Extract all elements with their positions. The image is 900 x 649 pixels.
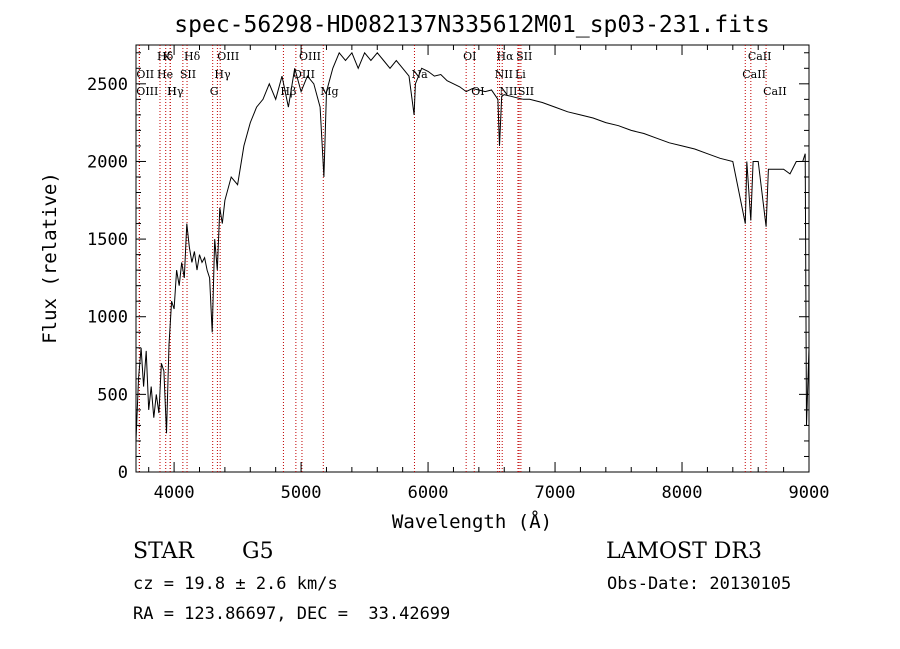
- line-label-3: He: [157, 68, 173, 81]
- object-subclass: G5: [242, 539, 274, 564]
- line-label-9: OIII: [217, 50, 239, 63]
- line-label-11: G: [210, 85, 219, 98]
- line-label-19: Hα: [497, 50, 515, 63]
- line-label-4: Hγ: [167, 85, 184, 98]
- x-tick-label-0: 4000: [154, 483, 195, 503]
- line-label-24: SII: [518, 85, 534, 98]
- line-label-14: Hβ: [280, 85, 296, 98]
- line-label-6: H: [167, 85, 177, 98]
- x-tick-label-5: 9000: [789, 483, 830, 503]
- survey-name: LAMOST DR3: [606, 539, 762, 564]
- x-tick-label-2: 6000: [408, 483, 449, 503]
- spectral-line-markers: [138, 45, 767, 472]
- line-label-21: NII: [495, 68, 513, 81]
- line-label-5: K: [163, 50, 172, 63]
- line-label-2: OIII: [136, 85, 158, 98]
- line-label-25: CaII: [748, 50, 772, 63]
- x-tick-label-3: 7000: [535, 483, 576, 503]
- axis-ticks: [136, 45, 810, 473]
- y-tick-label-3: 1500: [87, 230, 128, 250]
- y-tick-label-1: 500: [97, 385, 128, 405]
- line-label-17: OI: [463, 50, 476, 63]
- x-axis-label: Wavelength (Å): [392, 510, 552, 533]
- line-label-20: SII: [516, 50, 532, 63]
- line-label-10: Hγ: [214, 68, 231, 81]
- line-label-8: SII: [180, 68, 196, 81]
- line-label-26: CaII: [742, 68, 766, 81]
- axis-tick-labels: 4000 5000 6000 7000 8000 9000 0 500 1000 1500 2000…: [87, 75, 829, 503]
- line-label-15: Mg: [320, 85, 338, 98]
- chart-title: spec-56298-HD082137N335612M01_sp03-231.f…: [174, 12, 769, 38]
- y-tick-label-4: 2000: [87, 152, 128, 172]
- flux-series-line: [135, 51, 810, 441]
- line-label-12: OIII: [299, 50, 321, 63]
- plot-frame: [135, 44, 810, 473]
- y-tick-label-5: 2500: [87, 75, 128, 95]
- line-label-0: Hδ: [157, 50, 174, 63]
- y-tick-label-2: 1000: [87, 308, 128, 328]
- y-tick-label-0: 0: [118, 463, 128, 483]
- redshift-value: cz = 19.8 ± 2.6 km/s: [133, 574, 338, 594]
- x-tick-label-1: 5000: [281, 483, 322, 503]
- coordinates: RA = 123.86697, DEC = 33.42699: [133, 604, 450, 624]
- object-type: STAR: [133, 539, 195, 564]
- line-label-16: Na: [411, 68, 428, 81]
- line-label-18: OI: [471, 85, 484, 98]
- line-label-27: CaII: [763, 85, 787, 98]
- line-label-7: Hδ: [184, 50, 201, 63]
- observation-date: Obs-Date: 20130105: [607, 574, 791, 594]
- x-tick-label-4: 8000: [662, 483, 703, 503]
- line-label-1: OII: [136, 68, 154, 81]
- y-axis-label: Flux (relative): [39, 172, 61, 344]
- line-label-22: Li: [515, 68, 526, 81]
